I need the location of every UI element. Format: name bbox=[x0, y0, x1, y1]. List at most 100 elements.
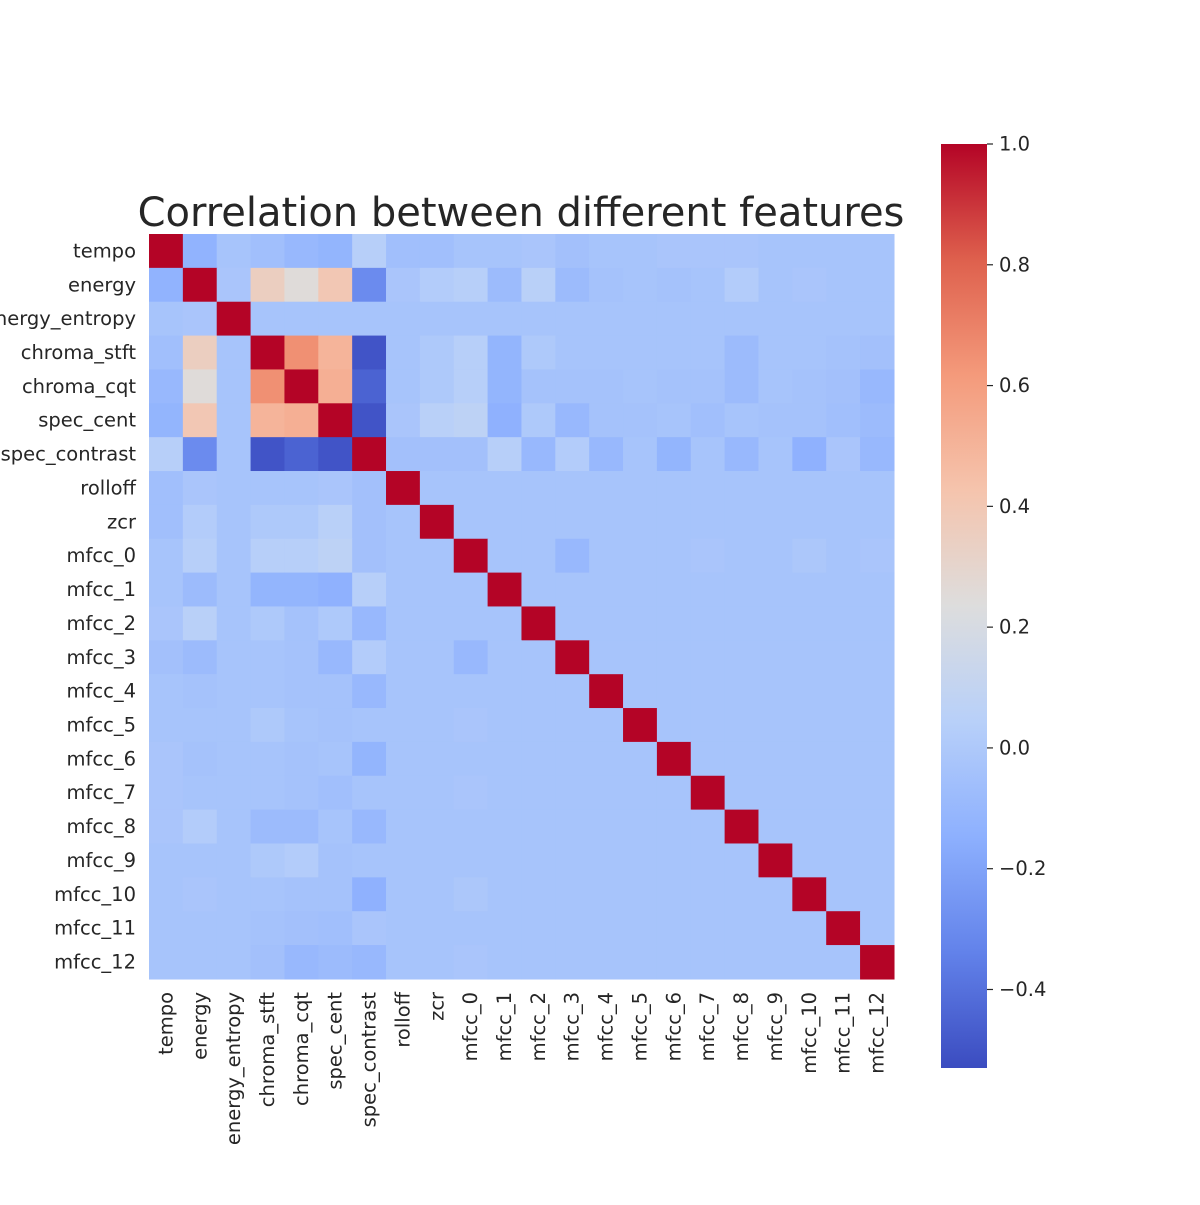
heatmap-cell-mfcc_3-spec_contrast bbox=[352, 640, 387, 675]
heatmap-cell-mfcc_10-mfcc_5 bbox=[623, 877, 658, 912]
heatmap-cell-mfcc_11-mfcc_10 bbox=[792, 911, 827, 946]
heatmap-cell-mfcc_0-tempo bbox=[149, 538, 184, 574]
heatmap-cell-mfcc_4-mfcc_6 bbox=[656, 674, 692, 709]
heatmap-cell-zcr-chroma_stft bbox=[250, 504, 286, 540]
heatmap-cell-zcr-energy_entropy bbox=[216, 504, 252, 540]
heatmap-cell-mfcc_10-energy_entropy bbox=[216, 877, 252, 912]
heatmap-cell-tempo-mfcc_10 bbox=[792, 234, 827, 269]
heatmap-cell-mfcc_6-chroma_stft bbox=[250, 741, 286, 777]
heatmap-cell-spec_contrast-mfcc_2 bbox=[521, 437, 556, 472]
heatmap-cell-mfcc_11-mfcc_0 bbox=[453, 911, 489, 946]
row-label-mfcc_9: mfcc_9 bbox=[67, 849, 136, 872]
heatmap-cell-chroma_stft-mfcc_9 bbox=[758, 335, 793, 371]
heatmap-cell-mfcc_8-zcr bbox=[419, 809, 455, 845]
heatmap-cell-mfcc_9-zcr bbox=[419, 843, 455, 878]
heatmap-cell-mfcc_12-mfcc_11 bbox=[826, 945, 861, 980]
heatmap-cell-spec_contrast-mfcc_10 bbox=[792, 437, 827, 472]
heatmap-cell-mfcc_5-mfcc_1 bbox=[487, 708, 523, 743]
heatmap-cell-mfcc_10-energy bbox=[182, 877, 218, 912]
heatmap-cell-chroma_cqt-tempo bbox=[149, 369, 184, 404]
heatmap-cell-mfcc_8-energy bbox=[182, 809, 218, 845]
heatmap-cell-energy-mfcc_7 bbox=[690, 267, 726, 303]
heatmap-cell-mfcc_3-mfcc_2 bbox=[521, 640, 556, 675]
heatmap-cell-chroma_stft-mfcc_3 bbox=[555, 335, 590, 371]
heatmap-cell-mfcc_2-spec_cent bbox=[318, 606, 353, 641]
heatmap-cell-chroma_cqt-chroma_cqt bbox=[284, 369, 319, 404]
heatmap-cell-mfcc_1-mfcc_6 bbox=[656, 572, 692, 608]
heatmap-cell-mfcc_2-spec_contrast bbox=[352, 606, 387, 641]
heatmap-cell-mfcc_1-chroma_cqt bbox=[284, 572, 319, 608]
column-label-mfcc_3: mfcc_3 bbox=[561, 992, 584, 1061]
heatmap-cell-energy_entropy-zcr bbox=[419, 301, 455, 337]
heatmap-cell-energy-rolloff bbox=[386, 267, 421, 303]
heatmap-cell-spec_cent-mfcc_4 bbox=[589, 403, 624, 438]
row-label-energy: energy bbox=[68, 273, 136, 296]
heatmap-cell-mfcc_8-mfcc_0 bbox=[453, 809, 489, 845]
row-label-chroma_cqt: chroma_cqt bbox=[22, 375, 136, 398]
heatmap-cell-mfcc_8-spec_cent bbox=[318, 809, 353, 845]
heatmap-cell-mfcc_10-mfcc_6 bbox=[656, 877, 692, 912]
heatmap-cell-mfcc_0-spec_contrast bbox=[352, 538, 387, 574]
heatmap-cell-energy_entropy-mfcc_3 bbox=[555, 301, 590, 337]
heatmap-cell-energy_entropy-mfcc_6 bbox=[656, 301, 692, 337]
heatmap-cell-tempo-chroma_cqt bbox=[284, 234, 319, 269]
heatmap-cell-mfcc_9-tempo bbox=[149, 843, 184, 878]
heatmap-cell-mfcc_3-mfcc_3 bbox=[555, 640, 590, 675]
heatmap-cell-spec_cent-zcr bbox=[419, 403, 455, 438]
heatmap-cell-mfcc_9-mfcc_5 bbox=[623, 843, 658, 878]
heatmap-cell-spec_contrast-tempo bbox=[149, 437, 184, 472]
heatmap-cell-mfcc_12-mfcc_3 bbox=[555, 945, 590, 980]
heatmap-cell-mfcc_7-tempo bbox=[149, 775, 184, 811]
heatmap-cell-spec_cent-mfcc_0 bbox=[453, 403, 489, 438]
heatmap-cell-mfcc_12-mfcc_1 bbox=[487, 945, 523, 980]
heatmap-cell-tempo-mfcc_9 bbox=[758, 234, 793, 269]
row-label-mfcc_4: mfcc_4 bbox=[67, 680, 136, 703]
heatmap-cell-zcr-mfcc_8 bbox=[724, 504, 760, 540]
heatmap-cell-mfcc_9-mfcc_9 bbox=[758, 843, 793, 878]
heatmap-cell-mfcc_3-zcr bbox=[419, 640, 455, 675]
heatmap-cell-spec_contrast-rolloff bbox=[386, 437, 421, 472]
heatmap-cell-tempo-mfcc_3 bbox=[555, 234, 590, 269]
heatmap-cell-mfcc_4-mfcc_11 bbox=[826, 674, 861, 709]
heatmap-cell-spec_contrast-mfcc_6 bbox=[656, 437, 692, 472]
heatmap-cell-mfcc_1-mfcc_1 bbox=[487, 572, 523, 608]
heatmap-cell-chroma_stft-spec_cent bbox=[318, 335, 353, 371]
heatmap-cell-mfcc_5-mfcc_11 bbox=[826, 708, 861, 743]
heatmap-cell-mfcc_0-zcr bbox=[419, 538, 455, 574]
heatmap-cell-zcr-mfcc_10 bbox=[792, 504, 827, 540]
heatmap-cell-zcr-mfcc_7 bbox=[690, 504, 726, 540]
heatmap-cell-mfcc_8-tempo bbox=[149, 809, 184, 845]
row-label-mfcc_10: mfcc_10 bbox=[54, 883, 136, 906]
heatmap-cell-spec_cent-mfcc_10 bbox=[792, 403, 827, 438]
heatmap-cell-zcr-mfcc_6 bbox=[656, 504, 692, 540]
colorbar-tick-label: 0.0 bbox=[999, 736, 1030, 759]
heatmap-cell-mfcc_9-mfcc_6 bbox=[656, 843, 692, 878]
heatmap-cell-mfcc_7-mfcc_7 bbox=[690, 775, 726, 811]
heatmap-cell-mfcc_2-mfcc_4 bbox=[589, 606, 624, 641]
heatmap-cell-rolloff-rolloff bbox=[386, 471, 421, 506]
heatmap-cell-mfcc_4-mfcc_7 bbox=[690, 674, 726, 709]
heatmap-cell-mfcc_1-mfcc_4 bbox=[589, 572, 624, 608]
heatmap-cell-mfcc_10-spec_cent bbox=[318, 877, 353, 912]
heatmap-cell-chroma_cqt-energy bbox=[182, 369, 218, 404]
heatmap-cell-chroma_cqt-mfcc_10 bbox=[792, 369, 827, 404]
heatmap-cell-mfcc_8-mfcc_1 bbox=[487, 809, 523, 845]
heatmap-cell-energy_entropy-mfcc_2 bbox=[521, 301, 556, 337]
heatmap-cell-mfcc_7-chroma_cqt bbox=[284, 775, 319, 811]
heatmap-cell-chroma_cqt-zcr bbox=[419, 369, 455, 404]
heatmap-cell-mfcc_3-mfcc_8 bbox=[724, 640, 760, 675]
heatmap-cell-mfcc_8-chroma_cqt bbox=[284, 809, 319, 845]
heatmap-cell-mfcc_9-mfcc_4 bbox=[589, 843, 624, 878]
heatmap-cell-mfcc_4-chroma_cqt bbox=[284, 674, 319, 709]
heatmap-cell-mfcc_9-mfcc_11 bbox=[826, 843, 861, 878]
heatmap-cell-chroma_cqt-mfcc_2 bbox=[521, 369, 556, 404]
heatmap-cell-mfcc_1-mfcc_12 bbox=[860, 572, 895, 608]
heatmap-cell-mfcc_6-mfcc_9 bbox=[758, 741, 793, 777]
heatmap-cell-chroma_stft-zcr bbox=[419, 335, 455, 371]
heatmap-cell-zcr-mfcc_4 bbox=[589, 504, 624, 540]
heatmap-cell-mfcc_8-mfcc_4 bbox=[589, 809, 624, 845]
heatmap-cell-spec_contrast-spec_cent bbox=[318, 437, 353, 472]
column-label-mfcc_10: mfcc_10 bbox=[798, 992, 821, 1074]
heatmap-cell-energy-mfcc_9 bbox=[758, 267, 793, 303]
heatmap-cell-mfcc_8-mfcc_5 bbox=[623, 809, 658, 845]
